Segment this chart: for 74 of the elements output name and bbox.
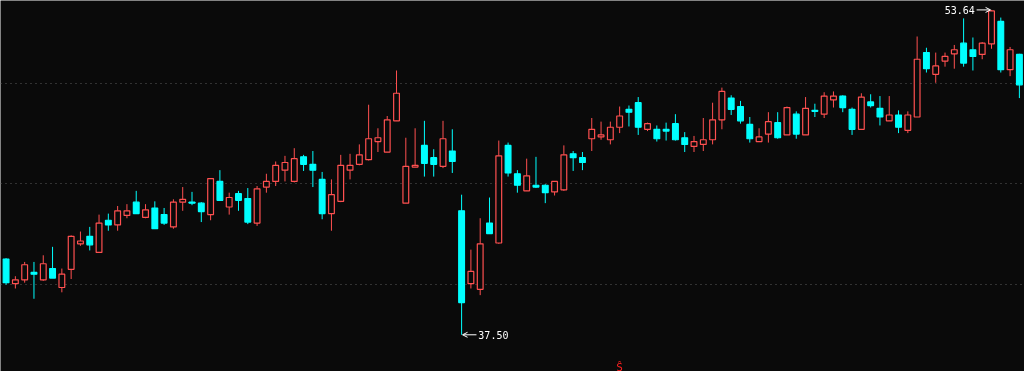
candlestick: [606, 121, 614, 145]
candlestick: [764, 111, 772, 144]
candlestick: [114, 205, 122, 232]
candlestick: [513, 169, 521, 194]
candlestick: [1006, 46, 1014, 77]
candlestick: [365, 104, 373, 161]
candlestick: [950, 44, 958, 70]
candlestick: [179, 186, 187, 212]
candlestick: [58, 268, 66, 293]
candlestick: [848, 107, 856, 136]
candlestick: [411, 127, 419, 168]
candlestick: [960, 17, 968, 68]
candlestick: [969, 37, 977, 72]
candlestick: [699, 117, 707, 152]
text: Ŝ: [616, 360, 623, 371]
candlestick: [374, 127, 382, 153]
candlestick: [2, 257, 10, 286]
candlestick: [225, 192, 233, 216]
candlestick: [39, 254, 47, 282]
candlestick: [327, 178, 335, 232]
candlestick: [151, 200, 159, 230]
candlestick: [755, 127, 763, 143]
candlestick: [578, 151, 586, 171]
candlestick: [486, 197, 493, 235]
candlestick: [727, 94, 735, 116]
candlestick: [281, 155, 289, 182]
candlestick: [876, 95, 884, 126]
candlestick: [709, 102, 717, 145]
candlestick: [188, 191, 196, 206]
candlestick: [262, 173, 270, 194]
candlestick: [885, 95, 893, 122]
candlestick: [86, 226, 94, 251]
candlestick: [588, 117, 596, 152]
candlestick: [774, 111, 782, 140]
candlestick: [792, 110, 800, 140]
candlestick: [541, 183, 549, 204]
candlestick: [671, 113, 679, 142]
candlestick: [625, 105, 633, 127]
candlestick: [309, 150, 317, 188]
candlestick: [690, 135, 698, 153]
candlestick: [597, 121, 605, 141]
candlestick: [616, 106, 624, 134]
candlestick: [746, 116, 754, 144]
candlestick: [346, 153, 354, 180]
candlestick: [30, 261, 38, 300]
candlestick: [448, 128, 456, 174]
candlestick: [21, 261, 29, 284]
candlestick: [737, 100, 744, 125]
candlestick: [532, 156, 540, 189]
candlestick: [132, 190, 140, 215]
candlestick: [904, 110, 912, 134]
candlestick: [216, 169, 224, 201]
candlestick: [895, 109, 903, 134]
candlestick: [49, 246, 57, 279]
candlestick: [820, 91, 828, 119]
candlestick: [123, 203, 131, 219]
candlestick: [235, 190, 242, 212]
candlestick: [430, 148, 438, 178]
candlestick: [244, 187, 252, 225]
candlestick: [932, 52, 940, 84]
candlestick: [662, 122, 670, 142]
candlestick: [523, 158, 531, 192]
candlestick: [811, 103, 819, 118]
candlestick: [922, 47, 930, 74]
candlestick: [681, 131, 689, 153]
annotation: 53.64: [944, 4, 975, 16]
candlestick: [467, 249, 475, 289]
candlestick: [941, 52, 949, 68]
candlestick: [197, 201, 205, 223]
candlestick: [272, 160, 280, 187]
annotation: 37.50: [478, 329, 509, 341]
candlestick: [569, 150, 577, 172]
candlestick: [420, 120, 428, 178]
candlestick: [290, 147, 298, 183]
